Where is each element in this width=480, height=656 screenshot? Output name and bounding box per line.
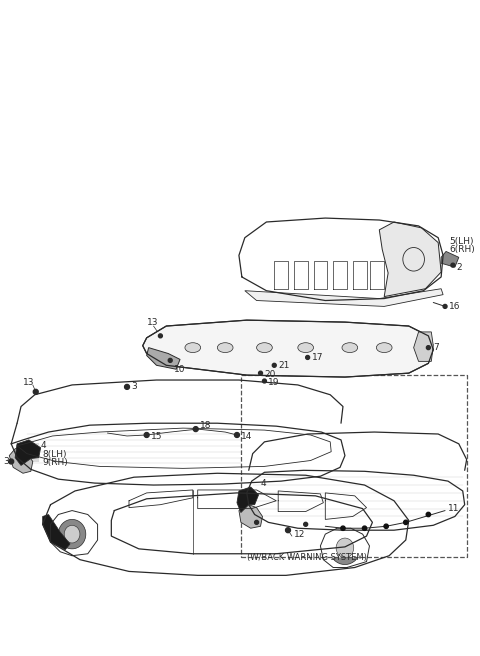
- Circle shape: [9, 459, 13, 464]
- Text: 3: 3: [3, 457, 9, 466]
- Circle shape: [235, 432, 240, 438]
- Text: 8(LH): 8(LH): [43, 450, 67, 459]
- Polygon shape: [379, 222, 441, 297]
- Circle shape: [158, 334, 162, 338]
- Text: 20: 20: [264, 369, 276, 379]
- Circle shape: [404, 520, 408, 525]
- Text: 7: 7: [433, 343, 439, 352]
- Text: 17: 17: [312, 353, 323, 362]
- Circle shape: [254, 520, 259, 524]
- Text: 11: 11: [448, 504, 459, 513]
- Circle shape: [263, 379, 266, 383]
- Ellipse shape: [336, 538, 354, 558]
- Ellipse shape: [217, 342, 233, 352]
- Text: 9(RH): 9(RH): [43, 458, 68, 467]
- Bar: [241, 375, 467, 557]
- Polygon shape: [239, 504, 263, 528]
- Ellipse shape: [257, 342, 272, 352]
- Text: 3: 3: [131, 382, 137, 392]
- Ellipse shape: [64, 525, 80, 543]
- Circle shape: [259, 371, 263, 375]
- Polygon shape: [9, 448, 33, 473]
- Circle shape: [451, 263, 455, 267]
- Circle shape: [306, 356, 310, 359]
- Text: 18: 18: [200, 420, 211, 430]
- Circle shape: [193, 426, 198, 432]
- Polygon shape: [414, 332, 433, 361]
- Circle shape: [384, 524, 388, 529]
- Text: 4: 4: [41, 441, 46, 450]
- Text: 4: 4: [261, 479, 266, 487]
- Text: 6(RH): 6(RH): [449, 245, 475, 254]
- Circle shape: [443, 304, 447, 308]
- Text: 10: 10: [174, 365, 186, 374]
- Text: 13: 13: [147, 318, 158, 327]
- Circle shape: [426, 512, 431, 517]
- Text: 19: 19: [268, 379, 280, 388]
- Circle shape: [33, 390, 38, 394]
- Text: (W/BACK WARNING SYSTEM): (W/BACK WARNING SYSTEM): [247, 553, 367, 562]
- Circle shape: [272, 363, 276, 367]
- Polygon shape: [15, 440, 41, 465]
- Polygon shape: [237, 487, 259, 512]
- Ellipse shape: [185, 342, 201, 352]
- Polygon shape: [147, 348, 180, 369]
- Ellipse shape: [342, 342, 358, 352]
- Circle shape: [125, 384, 130, 390]
- Circle shape: [168, 358, 172, 362]
- Circle shape: [304, 522, 308, 526]
- Ellipse shape: [376, 342, 392, 352]
- Circle shape: [426, 346, 431, 350]
- Ellipse shape: [329, 531, 360, 565]
- Text: 14: 14: [241, 432, 252, 441]
- Circle shape: [286, 527, 290, 533]
- Polygon shape: [441, 251, 459, 267]
- Circle shape: [341, 526, 345, 531]
- Text: 21: 21: [278, 361, 289, 370]
- Ellipse shape: [58, 520, 86, 549]
- Circle shape: [362, 526, 367, 531]
- Circle shape: [144, 432, 149, 438]
- Text: 5(LH): 5(LH): [449, 237, 473, 246]
- Ellipse shape: [298, 342, 313, 352]
- Polygon shape: [245, 289, 443, 306]
- Polygon shape: [143, 320, 433, 377]
- Text: 13: 13: [23, 379, 35, 388]
- Text: 12: 12: [294, 529, 305, 539]
- Text: 2: 2: [457, 262, 462, 272]
- Polygon shape: [43, 514, 70, 550]
- Text: 16: 16: [449, 302, 460, 311]
- Text: 15: 15: [151, 432, 162, 441]
